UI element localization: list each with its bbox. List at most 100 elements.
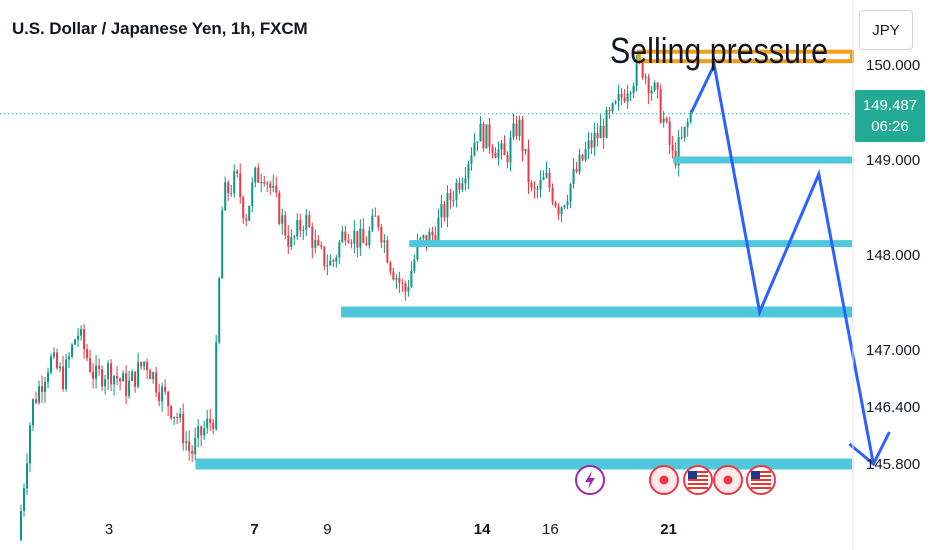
candle-body — [338, 242, 341, 258]
candle-body — [191, 450, 194, 455]
candle-body — [161, 386, 164, 402]
candle-body — [176, 416, 179, 418]
candle-body — [371, 215, 374, 231]
candle-body — [206, 418, 209, 429]
candle-body — [329, 260, 332, 266]
candle-body — [407, 286, 410, 292]
candle-body — [497, 149, 500, 158]
event-dot-core — [659, 475, 669, 485]
candle-body — [116, 375, 119, 379]
y-tick-label: 145.800 — [866, 456, 920, 473]
event-markers — [575, 465, 776, 495]
candle-body — [455, 182, 458, 201]
candle-body — [92, 371, 95, 379]
candle-body — [356, 231, 359, 248]
candle-body — [584, 149, 587, 160]
candle-body — [389, 262, 392, 272]
candle-body — [563, 205, 566, 208]
candle-body — [545, 172, 548, 178]
candle-body — [218, 278, 221, 343]
candle-body — [650, 90, 653, 94]
candle-body — [623, 97, 626, 102]
flag-stripe — [688, 471, 708, 473]
x-tick-label: 7 — [250, 521, 258, 538]
candle-body — [440, 204, 443, 218]
candle-body — [284, 215, 287, 236]
chart-title: U.S. Dollar / Japanese Yen, 1h, FXCM — [12, 19, 308, 38]
candle-body — [524, 149, 527, 151]
candle-body — [467, 163, 470, 179]
candle-body — [110, 363, 113, 385]
candle-body — [263, 181, 266, 184]
candle-body — [23, 488, 26, 511]
candle-body — [479, 123, 482, 142]
candle-body — [317, 239, 320, 246]
candle-body — [146, 361, 149, 371]
candle-body — [200, 426, 203, 436]
flag-stripe — [688, 475, 708, 477]
y-tick-label: 148.000 — [866, 247, 920, 264]
candle-body — [278, 192, 281, 224]
candle-body — [224, 182, 227, 211]
candle-body — [569, 184, 572, 202]
candle-body — [275, 185, 278, 193]
candle-body — [431, 231, 434, 236]
candle-body — [242, 197, 245, 219]
candle-body — [89, 358, 92, 372]
candle-body — [35, 399, 38, 403]
candle-body — [680, 137, 683, 139]
candle-body — [644, 76, 647, 78]
candle-body — [605, 110, 608, 138]
candle-body — [41, 386, 44, 392]
candle-body — [299, 220, 302, 231]
candle-body — [671, 144, 674, 151]
candle-body — [20, 510, 23, 540]
candle-body — [401, 282, 404, 284]
candle-body — [53, 352, 56, 357]
candle-body — [290, 237, 293, 247]
candle-body — [239, 173, 242, 198]
candle-body — [575, 168, 578, 172]
candle-body — [71, 344, 74, 357]
candle-body — [665, 118, 668, 122]
candle-body — [509, 137, 512, 163]
candle-body — [416, 241, 419, 260]
candle-body — [422, 235, 425, 239]
candle-body — [539, 179, 542, 189]
flag-canton — [688, 471, 697, 479]
y-axis: 150.000 149.000 148.000 147.000 146.400 145.8… — [852, 0, 920, 550]
candle-body — [686, 122, 689, 127]
candle-body — [56, 352, 59, 369]
candle-body — [131, 371, 134, 381]
candle-body — [560, 207, 563, 215]
candle-body — [272, 185, 275, 188]
flag-canton — [751, 471, 760, 479]
candle-body — [398, 277, 401, 283]
candle-body — [320, 245, 323, 247]
candle-body — [32, 399, 35, 426]
y-tick-label: 147.000 — [866, 342, 920, 359]
candle-body — [170, 405, 173, 419]
candle-body — [125, 373, 128, 397]
candle-body — [503, 143, 506, 156]
candle-body — [134, 371, 137, 387]
currency-unit-button[interactable]: JPY — [859, 10, 913, 50]
candle-body — [137, 362, 140, 387]
y-tick-label: 146.400 — [866, 399, 920, 416]
candle-body — [260, 181, 263, 183]
candle-body — [566, 201, 569, 206]
candle-body — [419, 238, 422, 242]
flag-stripe — [751, 471, 771, 473]
lightning-glyph — [585, 471, 595, 489]
candle-body — [413, 259, 416, 271]
candle-body — [668, 121, 671, 145]
candle-body — [677, 137, 680, 166]
flag-stripe — [751, 483, 771, 485]
candle-body — [488, 124, 491, 148]
candle-body — [581, 154, 584, 160]
y-tick-label: 149.000 — [866, 152, 920, 169]
x-axis: 3 7 9 14 16 21 — [105, 521, 677, 538]
candle-body — [527, 149, 530, 183]
candle-body — [128, 380, 131, 397]
candle-body — [494, 152, 497, 158]
